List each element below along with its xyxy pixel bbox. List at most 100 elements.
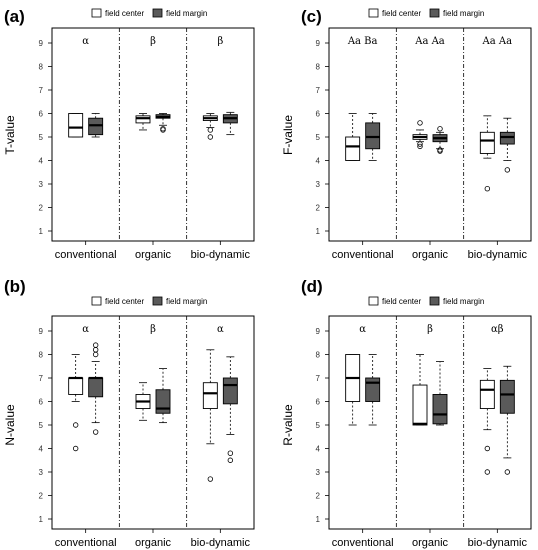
- box-margin: [88, 377, 104, 398]
- outlier-point-center: [207, 127, 214, 133]
- y-tick-label: 9: [316, 327, 321, 336]
- outlier-point-center: [484, 445, 491, 452]
- outlier-point-margin: [92, 347, 99, 353]
- box-center: [412, 384, 428, 426]
- panel-label: (a): [4, 7, 25, 26]
- y-tick-label: 4: [316, 445, 321, 454]
- category-label: organic: [135, 537, 172, 549]
- outlier-point-margin: [227, 457, 234, 463]
- category-label: conventional: [332, 249, 394, 261]
- y-tick-label: 1: [39, 515, 44, 524]
- legend-swatch-margin: [429, 296, 440, 306]
- y-tick-label: 8: [316, 351, 321, 360]
- y-axis-label: R-value: [281, 404, 295, 446]
- significance-letter: Aa Aa: [482, 36, 513, 47]
- y-tick-label: 5: [39, 133, 44, 142]
- y-tick-label: 5: [316, 421, 321, 430]
- y-tick-label: 2: [316, 492, 321, 501]
- legend-swatch-margin: [152, 296, 163, 306]
- box-center: [479, 379, 495, 410]
- y-axis-label: T-value: [3, 115, 17, 155]
- box-margin: [155, 389, 171, 414]
- y-tick-label: 7: [39, 374, 44, 383]
- y-tick-label: 6: [316, 398, 321, 407]
- panel-label: (c): [301, 7, 322, 26]
- significance-letter: Aa Aa: [414, 36, 445, 47]
- box-margin: [88, 117, 104, 136]
- significance-letter: αβ: [491, 324, 504, 335]
- y-axis-label: N-value: [3, 404, 17, 446]
- y-tick-label: 4: [316, 157, 321, 166]
- outlier-point-center: [484, 185, 491, 192]
- outlier-point-margin: [504, 469, 511, 475]
- box-center: [345, 136, 361, 161]
- y-tick-label: 7: [316, 374, 321, 383]
- outlier-point-center: [417, 120, 423, 126]
- y-tick-label: 2: [316, 204, 321, 213]
- significance-letter: β: [217, 36, 223, 47]
- y-tick-label: 6: [316, 110, 321, 119]
- outlier-point-margin: [92, 342, 99, 348]
- category-label: organic: [412, 537, 449, 549]
- category-label: bio-dynamic: [468, 537, 528, 549]
- significance-letter: α: [82, 36, 89, 47]
- y-tick-label: 8: [316, 63, 321, 72]
- y-tick-label: 4: [39, 445, 44, 454]
- box-margin: [222, 377, 238, 405]
- y-tick-label: 9: [316, 39, 321, 48]
- category-label: bio-dynamic: [191, 249, 251, 261]
- legend-label-center: field center: [105, 9, 144, 18]
- y-tick-label: 3: [316, 180, 321, 189]
- significance-letter: Aa Ba: [347, 36, 378, 47]
- outlier-point-margin: [92, 351, 99, 358]
- box-center: [135, 115, 151, 124]
- category-label: bio-dynamic: [468, 249, 528, 261]
- legend-label-center: field center: [382, 9, 421, 18]
- y-tick-label: 6: [39, 110, 44, 119]
- legend-label-center: field center: [382, 297, 421, 306]
- y-tick-label: 2: [39, 204, 44, 213]
- y-tick-label: 1: [316, 515, 321, 524]
- y-tick-label: 8: [39, 351, 44, 360]
- legend-swatch-center: [368, 296, 379, 306]
- y-tick-label: 1: [39, 227, 44, 236]
- legend-label-margin: field margin: [166, 9, 207, 18]
- box-center: [202, 382, 218, 410]
- panel-label: (d): [301, 277, 323, 296]
- y-tick-label: 2: [39, 492, 44, 501]
- legend-swatch-margin: [429, 8, 440, 18]
- outlier-point-margin: [437, 126, 443, 132]
- y-tick-label: 5: [316, 133, 321, 142]
- y-axis-label: F-value: [281, 115, 295, 155]
- category-label: conventional: [55, 537, 117, 549]
- significance-letter: α: [359, 324, 366, 335]
- outlier-point-center: [417, 143, 423, 150]
- y-tick-label: 3: [316, 468, 321, 477]
- y-tick-label: 5: [39, 421, 44, 430]
- y-tick-label: 7: [39, 86, 44, 95]
- box-margin: [432, 394, 448, 425]
- significance-letter: β: [427, 324, 433, 335]
- significance-letter: α: [82, 324, 89, 335]
- y-tick-label: 6: [39, 398, 44, 407]
- outlier-point-center: [72, 422, 79, 428]
- panel-label: (b): [4, 277, 26, 296]
- significance-letter: α: [217, 324, 224, 335]
- box-margin: [499, 379, 515, 414]
- legend-label-margin: field margin: [443, 297, 484, 306]
- legend-swatch-center: [91, 296, 102, 306]
- box-margin: [499, 131, 515, 145]
- box-center: [68, 377, 84, 395]
- y-tick-label: 8: [39, 63, 44, 72]
- legend-label-margin: field margin: [443, 9, 484, 18]
- outlier-point-margin: [504, 167, 511, 173]
- legend-swatch-center: [368, 8, 379, 18]
- significance-letter: β: [150, 324, 156, 335]
- category-label: bio-dynamic: [191, 537, 251, 549]
- legend-swatch-margin: [152, 8, 163, 18]
- y-tick-label: 3: [39, 468, 44, 477]
- legend-swatch-center: [91, 8, 102, 18]
- y-tick-label: 1: [316, 227, 321, 236]
- outlier-point-center: [484, 469, 491, 475]
